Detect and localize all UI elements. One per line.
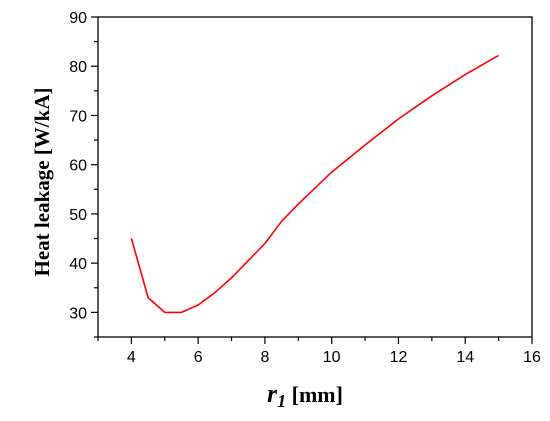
x-axis-title: r1 [mm]	[267, 379, 343, 411]
x-tick-label: 14	[456, 349, 474, 366]
x-tick-label: 10	[323, 349, 341, 366]
y-tick-label: 80	[69, 59, 87, 76]
x-axis-symbol: r	[267, 379, 278, 408]
y-tick-label: 40	[69, 256, 87, 273]
x-tick-label: 12	[390, 349, 408, 366]
x-tick-label: 6	[194, 349, 203, 366]
y-tick-label: 70	[69, 108, 87, 125]
y-axis-title: Heat leakage [W/kA]	[30, 88, 54, 277]
x-tick-label: 4	[127, 349, 136, 366]
y-tick-label: 60	[69, 158, 87, 175]
x-axis-unit: [mm]	[286, 382, 343, 407]
x-tick-label: 8	[260, 349, 269, 366]
y-tick-label: 90	[69, 10, 87, 27]
y-tick-label: 30	[69, 305, 87, 322]
y-axis-ticks: 30 40 50 60 70 80 90	[69, 10, 98, 338]
series-line	[130, 54, 499, 314]
y-tick-label: 50	[69, 207, 87, 224]
x-tick-label: 16	[523, 349, 541, 366]
x-axis-ticks: 4 6 8 10 12 14 16	[97, 337, 541, 366]
x-axis-subscript: 1	[277, 391, 286, 411]
plot-frame	[97, 16, 533, 338]
series-layer	[130, 54, 499, 314]
